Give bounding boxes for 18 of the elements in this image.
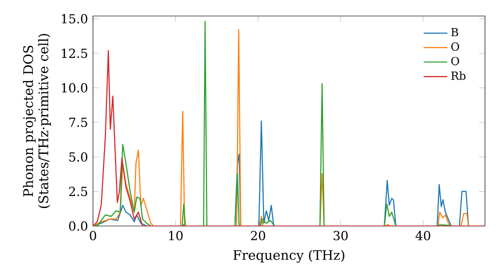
x-tick-label: 10 <box>169 230 183 240</box>
legend-label: Rb <box>451 71 466 80</box>
y-tick-label: 7.5 <box>69 118 88 128</box>
y-tick-label: 10.0 <box>62 83 88 93</box>
y-tick-label: 15.0 <box>62 14 88 24</box>
y-tick-label: 12.5 <box>62 48 88 58</box>
x-tick-label: 20 <box>250 230 266 240</box>
y-axis-title: Phonon projected DOS (States/THz·primitive cell) <box>22 34 51 208</box>
legend-label: B <box>451 28 458 36</box>
x-tick-label: 40 <box>416 230 430 240</box>
x-tick-label: 0 <box>90 230 96 240</box>
x-tick-label: 30 <box>334 230 348 240</box>
y-tick-label: 2.5 <box>69 186 88 196</box>
y-tick-label: 0.0 <box>69 221 88 231</box>
legend-label: O <box>451 56 460 66</box>
y-tick-label: 5.0 <box>69 152 88 162</box>
x-axis-title: Frequency (THz) <box>233 250 344 263</box>
legend-label: O <box>451 42 460 51</box>
